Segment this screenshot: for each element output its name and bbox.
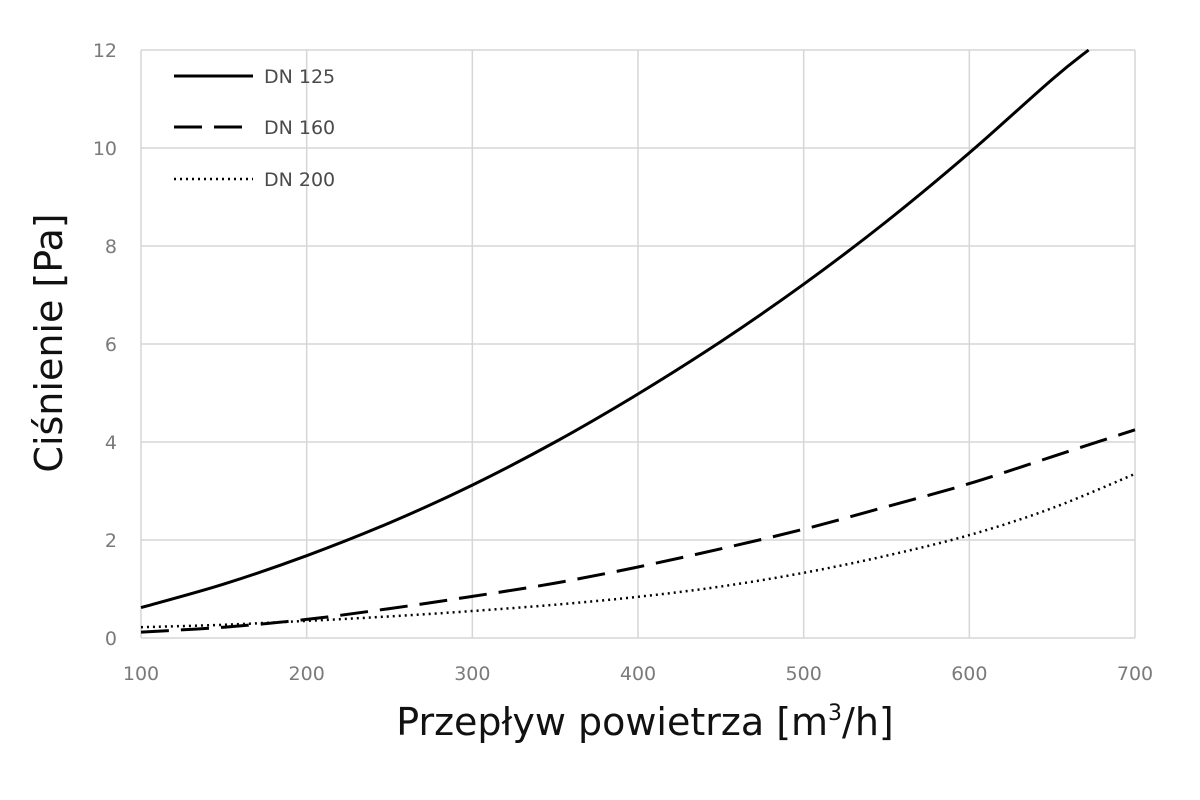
legend: DN 125 DN 160 DN 200 — [174, 66, 335, 191]
x-tick-label: 600 — [951, 663, 987, 685]
grid — [140, 49, 1136, 639]
legend-label: DN 125 — [264, 66, 335, 88]
x-tick-label: 100 — [123, 663, 159, 685]
x-axis-label-superscript: 3 — [828, 701, 842, 726]
x-axis-label-main: Przepływ powietrza [m — [396, 700, 828, 744]
tick-labels: 0 2 4 6 8 10 12 100 200 300 400 500 600 700 — [93, 40, 1153, 685]
legend-label: DN 200 — [264, 169, 335, 191]
y-tick-label: 10 — [93, 138, 117, 160]
x-tick-label: 200 — [289, 663, 325, 685]
x-tick-label: 400 — [620, 663, 656, 685]
legend-label: DN 160 — [264, 117, 335, 139]
x-axis-label: Przepływ powietrza [m3/h] — [396, 700, 894, 744]
y-tick-label: 4 — [105, 432, 117, 454]
y-tick-label: 8 — [105, 236, 117, 258]
x-tick-label: 500 — [786, 663, 822, 685]
y-axis-label: Ciśnienie [Pa] — [27, 213, 71, 472]
series-line-dn-200 — [140, 472, 1136, 629]
x-tick-label: 700 — [1117, 663, 1153, 685]
series-layer — [140, 48, 1136, 634]
x-tick-label: 300 — [454, 663, 490, 685]
y-tick-label: 0 — [105, 628, 117, 650]
y-tick-label: 12 — [93, 40, 117, 62]
y-tick-label: 2 — [105, 530, 117, 552]
x-axis-label-tail: /h] — [842, 700, 894, 744]
y-tick-label: 6 — [105, 334, 117, 356]
series-line-dn-160 — [140, 428, 1136, 634]
series-line-dn-125 — [140, 48, 1090, 610]
